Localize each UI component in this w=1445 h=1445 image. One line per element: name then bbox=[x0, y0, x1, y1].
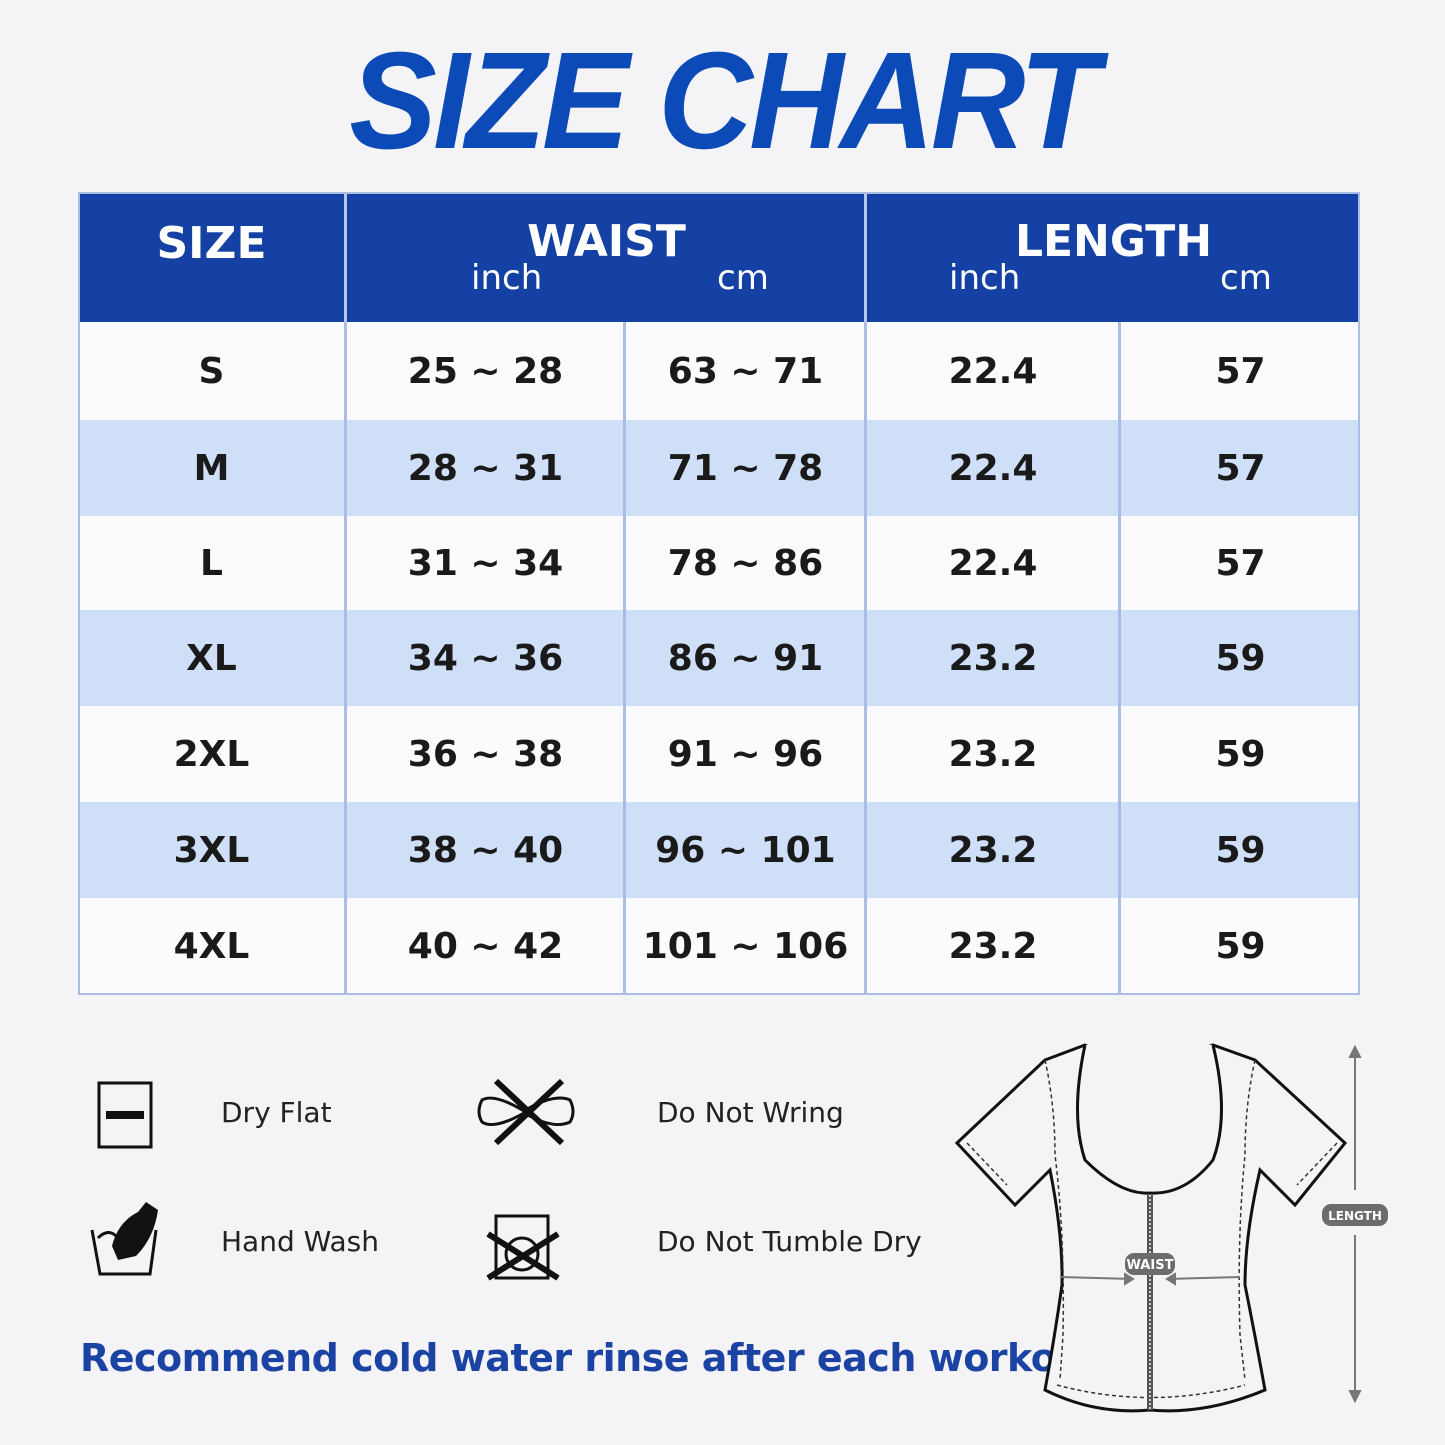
header-divider bbox=[344, 192, 347, 322]
header-divider bbox=[864, 192, 867, 322]
do-not-wring-label: Do Not Wring bbox=[657, 1096, 844, 1129]
cell-length-inch: 22.4 bbox=[948, 350, 1038, 392]
header-waist-cm: cm bbox=[717, 258, 769, 298]
cell-waist-inch: 40 ~ 42 bbox=[407, 926, 564, 967]
cell-length-inch: 22.4 bbox=[948, 542, 1038, 584]
cell-size: 3XL bbox=[173, 829, 250, 871]
table-row: L 31 ~ 34 78 ~ 86 22.4 57 bbox=[78, 516, 1360, 610]
cell-waist-cm: 71 ~ 78 bbox=[667, 447, 824, 489]
do-not-wring-icon bbox=[477, 1078, 575, 1146]
cell-length-inch: 23.2 bbox=[948, 637, 1038, 679]
column-divider bbox=[864, 322, 867, 995]
header-waist: WAIST inch cm bbox=[347, 192, 866, 322]
dry-flat-icon bbox=[97, 1081, 153, 1149]
header-length: LENGTH inch cm bbox=[867, 192, 1360, 322]
cell-size: 4XL bbox=[173, 926, 250, 967]
cell-size: S bbox=[198, 350, 225, 392]
header-length-inch: inch bbox=[949, 258, 1021, 298]
cell-length-inch: 23.2 bbox=[948, 733, 1038, 775]
cell-length-cm: 59 bbox=[1215, 637, 1266, 679]
length-label: LENGTH bbox=[1328, 1209, 1382, 1223]
column-divider bbox=[344, 322, 347, 995]
table-row: 2XL 36 ~ 38 91 ~ 96 23.2 59 bbox=[78, 706, 1360, 802]
table-row: XL 34 ~ 36 86 ~ 91 23.2 59 bbox=[78, 610, 1360, 706]
header-size-label: SIZE bbox=[156, 218, 267, 269]
care-note: Recommend cold water rinse after each wo… bbox=[80, 1336, 1115, 1380]
cell-waist-cm: 96 ~ 101 bbox=[655, 829, 836, 871]
cell-length-cm: 59 bbox=[1215, 926, 1266, 967]
cell-size: XL bbox=[186, 637, 237, 679]
size-table: SIZE WAIST inch cm LENGTH inch cm S 25 ~ … bbox=[78, 192, 1360, 995]
cell-size: L bbox=[200, 542, 223, 584]
cell-length-cm: 59 bbox=[1215, 733, 1266, 775]
cell-length-cm: 57 bbox=[1215, 542, 1266, 584]
cell-length-inch: 22.4 bbox=[948, 447, 1038, 489]
header-length-label: LENGTH bbox=[1014, 216, 1213, 267]
header-waist-label: WAIST bbox=[527, 216, 686, 267]
hand-wash-label: Hand Wash bbox=[221, 1225, 380, 1258]
table-header: SIZE WAIST inch cm LENGTH inch cm bbox=[78, 192, 1360, 322]
cell-length-inch: 23.2 bbox=[948, 829, 1038, 871]
header-length-cm: cm bbox=[1220, 258, 1272, 298]
cell-waist-inch: 36 ~ 38 bbox=[407, 733, 564, 775]
cell-waist-cm: 78 ~ 86 bbox=[667, 542, 824, 584]
cell-length-cm: 57 bbox=[1215, 350, 1266, 392]
cell-waist-inch: 25 ~ 28 bbox=[407, 350, 564, 392]
cell-length-cm: 59 bbox=[1215, 829, 1266, 871]
cell-size: M bbox=[193, 447, 230, 489]
cell-waist-cm: 63 ~ 71 bbox=[667, 350, 824, 392]
cell-waist-inch: 28 ~ 31 bbox=[407, 447, 564, 489]
table-row: 3XL 38 ~ 40 96 ~ 101 23.2 59 bbox=[78, 802, 1360, 898]
cell-waist-inch: 38 ~ 40 bbox=[407, 829, 564, 871]
page-title: SIZE CHART bbox=[349, 24, 1099, 178]
column-divider bbox=[1118, 322, 1121, 995]
cell-waist-inch: 31 ~ 34 bbox=[407, 542, 564, 584]
table-row: 4XL 40 ~ 42 101 ~ 106 23.2 59 bbox=[78, 898, 1360, 995]
cell-waist-cm: 86 ~ 91 bbox=[667, 637, 824, 679]
hand-wash-icon bbox=[90, 1202, 158, 1276]
cell-waist-cm: 101 ~ 106 bbox=[642, 926, 849, 967]
header-waist-inch: inch bbox=[471, 258, 543, 298]
dry-flat-label: Dry Flat bbox=[221, 1096, 332, 1129]
cell-length-inch: 23.2 bbox=[948, 926, 1038, 967]
do-not-tumble-dry-label: Do Not Tumble Dry bbox=[657, 1225, 922, 1258]
cell-length-cm: 57 bbox=[1215, 447, 1266, 489]
waist-label: WAIST bbox=[1127, 1258, 1174, 1273]
cell-waist-cm: 91 ~ 96 bbox=[667, 733, 824, 775]
column-divider bbox=[623, 322, 626, 995]
cell-waist-inch: 34 ~ 36 bbox=[407, 637, 564, 679]
table-row: S 25 ~ 28 63 ~ 71 22.4 57 bbox=[78, 322, 1360, 420]
cell-size: 2XL bbox=[173, 733, 250, 775]
header-size: SIZE bbox=[78, 192, 345, 322]
table-row: M 28 ~ 31 71 ~ 78 22.4 57 bbox=[78, 420, 1360, 516]
garment-diagram: WAIST LENGTH bbox=[954, 1043, 1388, 1413]
do-not-tumble-dry-icon bbox=[486, 1214, 560, 1281]
